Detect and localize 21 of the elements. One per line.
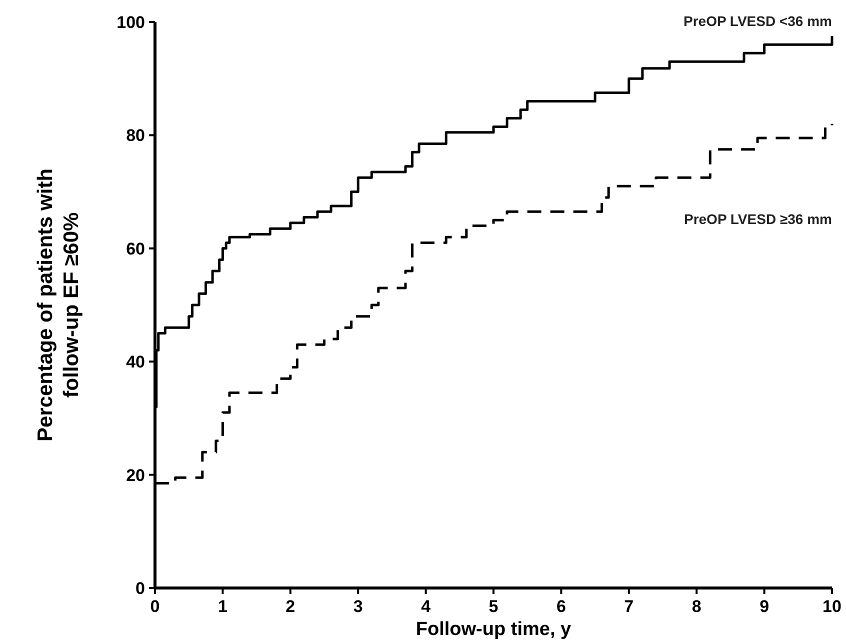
y-tick-label: 100: [116, 13, 145, 32]
x-axis-title: Follow-up time, y: [416, 619, 572, 640]
x-tick-label: 5: [488, 597, 498, 616]
x-tick-label: 2: [286, 597, 296, 616]
x-tick-label: 8: [692, 597, 702, 616]
series-label: PreOP LVESD <36 mm: [684, 13, 832, 30]
x-tick-label: 9: [760, 597, 770, 616]
x-tick-label: 3: [353, 597, 363, 616]
y-tick-label: 0: [136, 579, 145, 598]
text: PreOP LVESD ≥36 mm: [684, 210, 832, 227]
x-tick-label: 0: [150, 597, 160, 616]
x-tick-label: 10: [822, 597, 842, 616]
y-tick-label: 40: [126, 352, 145, 372]
y-axis-title: Percentage of patients with follow-up EF ≥60%: [34, 168, 83, 442]
y-tick-label: 20: [126, 466, 145, 485]
x-tick-label: 7: [624, 597, 634, 616]
y-tick-label: 60: [126, 239, 145, 258]
y-tick-label: 80: [126, 126, 145, 146]
x-tick-label: 1: [218, 597, 228, 616]
x-tick-label: 4: [421, 597, 432, 616]
x-tick-label: 6: [556, 597, 566, 616]
